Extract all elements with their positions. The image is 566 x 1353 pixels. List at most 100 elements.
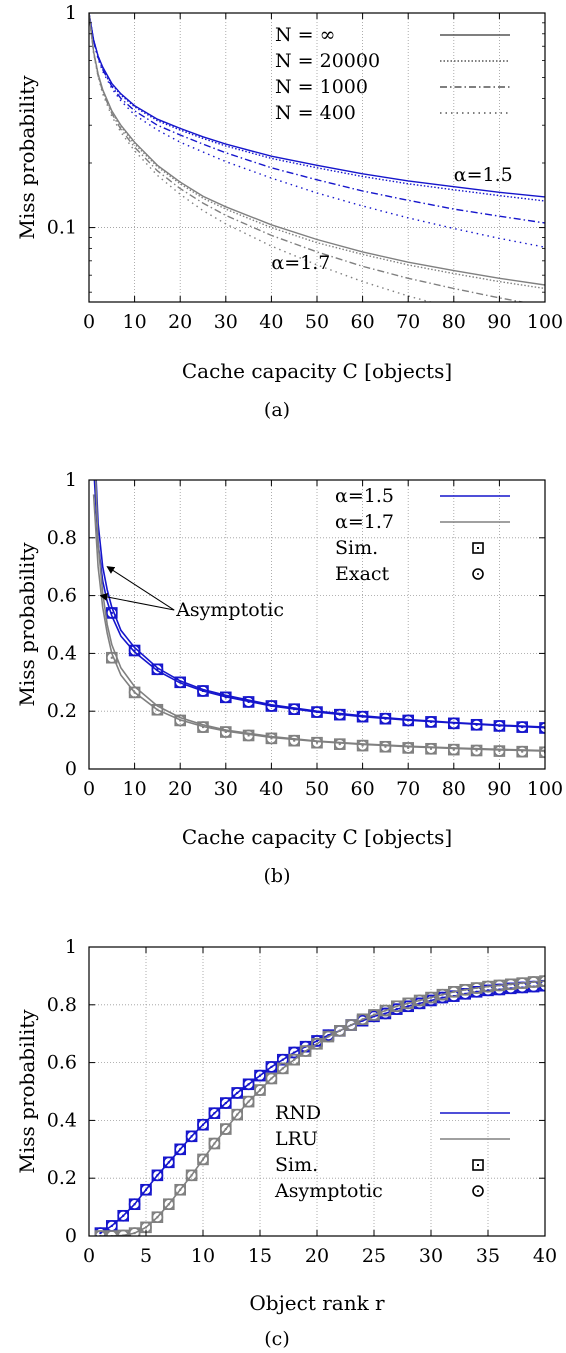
circle-marker-dot <box>133 691 136 694</box>
ticks-c: 0 5 10 15 20 25 30 35 40 0 0.2 0.4 0.6 0.8 1 <box>47 936 557 1267</box>
circle-marker <box>265 700 278 712</box>
x-tick-label: 90 <box>487 778 511 800</box>
caption-b: (b) <box>264 865 291 887</box>
circle-marker <box>356 710 369 723</box>
y-tick-label: 0.6 <box>47 585 77 607</box>
circle-marker-dot <box>384 745 387 748</box>
circle-marker <box>493 745 506 757</box>
circle-marker-dot <box>361 744 364 747</box>
circle-marker-dot <box>270 704 273 707</box>
circle-marker <box>436 988 449 1001</box>
x-tick-label: 60 <box>351 778 375 800</box>
x-tick-label: 60 <box>351 311 375 333</box>
circle-marker <box>425 991 437 1004</box>
circle-marker-dot <box>247 1083 250 1086</box>
circle-marker-dot <box>521 726 524 729</box>
circle-marker <box>106 607 118 619</box>
circle-marker <box>425 742 437 755</box>
ticks-a: 0 10 20 30 40 50 60 70 80 90 100 0.1 1 <box>47 2 563 333</box>
y-axis-label-a: Miss probability <box>15 75 39 240</box>
circle-marker <box>322 1030 335 1043</box>
circle-marker-dot <box>395 1008 398 1011</box>
x-axis-label-a: Cache capacity C [objects] <box>182 359 452 383</box>
circle-marker <box>356 1013 369 1026</box>
x-tick-label: 10 <box>123 311 147 333</box>
sim-marker-dot <box>477 547 479 549</box>
circle-marker-dot <box>110 1224 113 1227</box>
circle-marker <box>413 994 426 1007</box>
circle-marker <box>254 1084 266 1096</box>
circle-marker <box>265 1072 278 1085</box>
circle-marker-dot <box>464 988 467 991</box>
x-tick-label: 0 <box>83 311 95 333</box>
chart-panel-a: 0 10 20 30 40 50 60 70 80 90 100 0.1 1 N = ∞ N = 2000… <box>15 2 563 421</box>
y-tick-label: 0.6 <box>47 1052 77 1074</box>
circle-marker-dot <box>521 750 524 753</box>
legend-label: α=1.7 <box>335 511 394 533</box>
circle-marker <box>333 738 346 750</box>
circle-marker <box>94 1230 107 1236</box>
circle-marker-dot <box>407 719 410 722</box>
annotation-arrow <box>99 593 175 611</box>
y-tick-label: 1 <box>65 936 77 958</box>
circle-marker-dot <box>316 1039 318 1042</box>
circle-marker <box>220 1097 232 1109</box>
circle-marker-dot <box>395 1005 398 1008</box>
x-tick-label: 0 <box>83 778 95 800</box>
legend-label: Exact <box>335 563 390 585</box>
circle-marker-dot <box>477 573 479 575</box>
circle-marker-dot <box>293 1051 296 1054</box>
legend-label: Sim. <box>335 537 378 559</box>
caption-a: (a) <box>264 399 290 421</box>
circle-marker <box>345 1019 358 1031</box>
circle-marker-dot <box>373 1013 375 1016</box>
circle-marker-dot <box>179 719 182 722</box>
circle-marker <box>311 1038 323 1050</box>
circle-marker <box>128 1198 141 1211</box>
circle-marker-dot <box>430 720 432 723</box>
x-tick-label: 20 <box>168 311 192 333</box>
x-tick-label: 15 <box>248 1245 272 1267</box>
x-tick-label: 70 <box>396 311 420 333</box>
circle-marker-dot <box>407 1002 410 1005</box>
circle-marker-dot <box>509 983 512 986</box>
plot-area-b <box>92 480 545 759</box>
circle-marker-dot <box>304 1050 307 1053</box>
legend-c: RND LRU Sim. Asymptotic <box>274 1102 510 1202</box>
legend-a: N = ∞ N = 20000 N = 1000 N = 400 <box>275 24 510 124</box>
circle-marker <box>402 997 415 1010</box>
circle-marker-dot <box>122 1214 125 1217</box>
circle-marker-dot <box>156 1216 159 1219</box>
x-tick-label: 10 <box>123 778 147 800</box>
sim-marker <box>472 1159 484 1171</box>
circle-marker-dot <box>452 722 455 725</box>
circle-marker-dot <box>247 700 250 703</box>
x-tick-label: 30 <box>214 311 238 333</box>
circle-marker-dot <box>316 741 318 744</box>
circle-marker <box>151 663 164 676</box>
circle-marker <box>402 714 415 727</box>
circle-marker-dot <box>110 656 113 659</box>
circle-marker-dot <box>452 748 455 751</box>
alpha-annotation: α=1.5 <box>454 164 513 186</box>
x-tick-label: 40 <box>259 778 283 800</box>
circle-marker-dot <box>167 1203 170 1206</box>
circle-marker-dot <box>441 996 444 999</box>
circle-marker <box>472 1185 484 1197</box>
circle-marker <box>390 1000 403 1013</box>
legend-label: RND <box>275 1102 321 1124</box>
circle-marker <box>265 1061 278 1073</box>
circle-marker <box>220 691 232 704</box>
circle-marker-dot <box>270 1065 273 1068</box>
circle-marker-dot <box>316 711 318 714</box>
circle-marker <box>208 1107 221 1119</box>
circle-marker <box>117 1209 129 1222</box>
circle-marker <box>470 744 483 757</box>
circle-marker <box>140 1183 152 1196</box>
circle-marker <box>288 1053 301 1066</box>
y-tick-label: 0.4 <box>47 1109 77 1131</box>
circle-marker-dot <box>167 1161 170 1164</box>
circle-marker-dot <box>475 749 478 752</box>
circle-marker-dot <box>179 1188 182 1191</box>
circle-marker <box>174 714 186 727</box>
